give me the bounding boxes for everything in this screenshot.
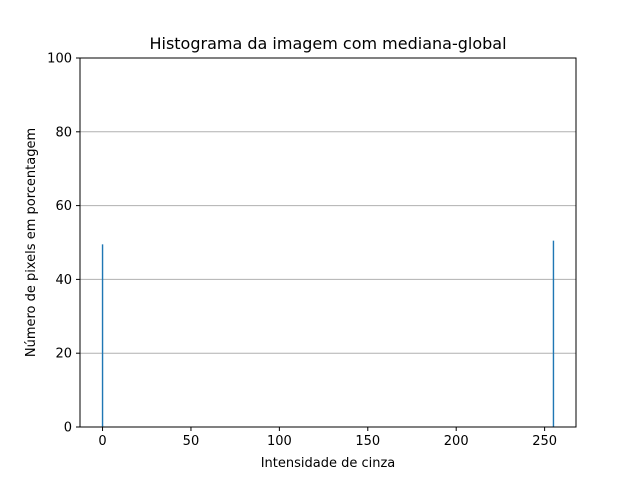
x-axis-label: Intensidade de cinza xyxy=(261,456,396,471)
y-tick-label-40: 40 xyxy=(55,273,72,288)
x-tick-label-150: 150 xyxy=(355,434,380,449)
bars xyxy=(101,240,555,427)
x-tick-label-250: 250 xyxy=(532,434,557,449)
x-tick-label-0: 0 xyxy=(98,434,106,449)
x-tick-label-50: 50 xyxy=(183,434,200,449)
y-tick-label-20: 20 xyxy=(55,347,72,362)
y-tick-label-60: 60 xyxy=(55,199,72,214)
grid-lines xyxy=(80,131,576,354)
y-tick-label-100: 100 xyxy=(47,52,72,67)
bar-0 xyxy=(101,244,104,427)
x-tick-label-100: 100 xyxy=(267,434,292,449)
y-axis-label: Número de pixels em porcentagem xyxy=(24,128,39,357)
axes-frame xyxy=(79,57,577,428)
y-tick-label-80: 80 xyxy=(55,125,72,140)
x-tick-label-200: 200 xyxy=(444,434,469,449)
x-axis-ticks: 0 50 100 150 200 250 xyxy=(98,427,557,449)
y-tick-label-0: 0 xyxy=(64,421,72,436)
y-axis-ticks: 0 20 40 60 80 100 xyxy=(47,52,80,436)
bar-255 xyxy=(552,240,555,427)
chart-title: Histograma da imagem com mediana-global xyxy=(149,34,506,53)
